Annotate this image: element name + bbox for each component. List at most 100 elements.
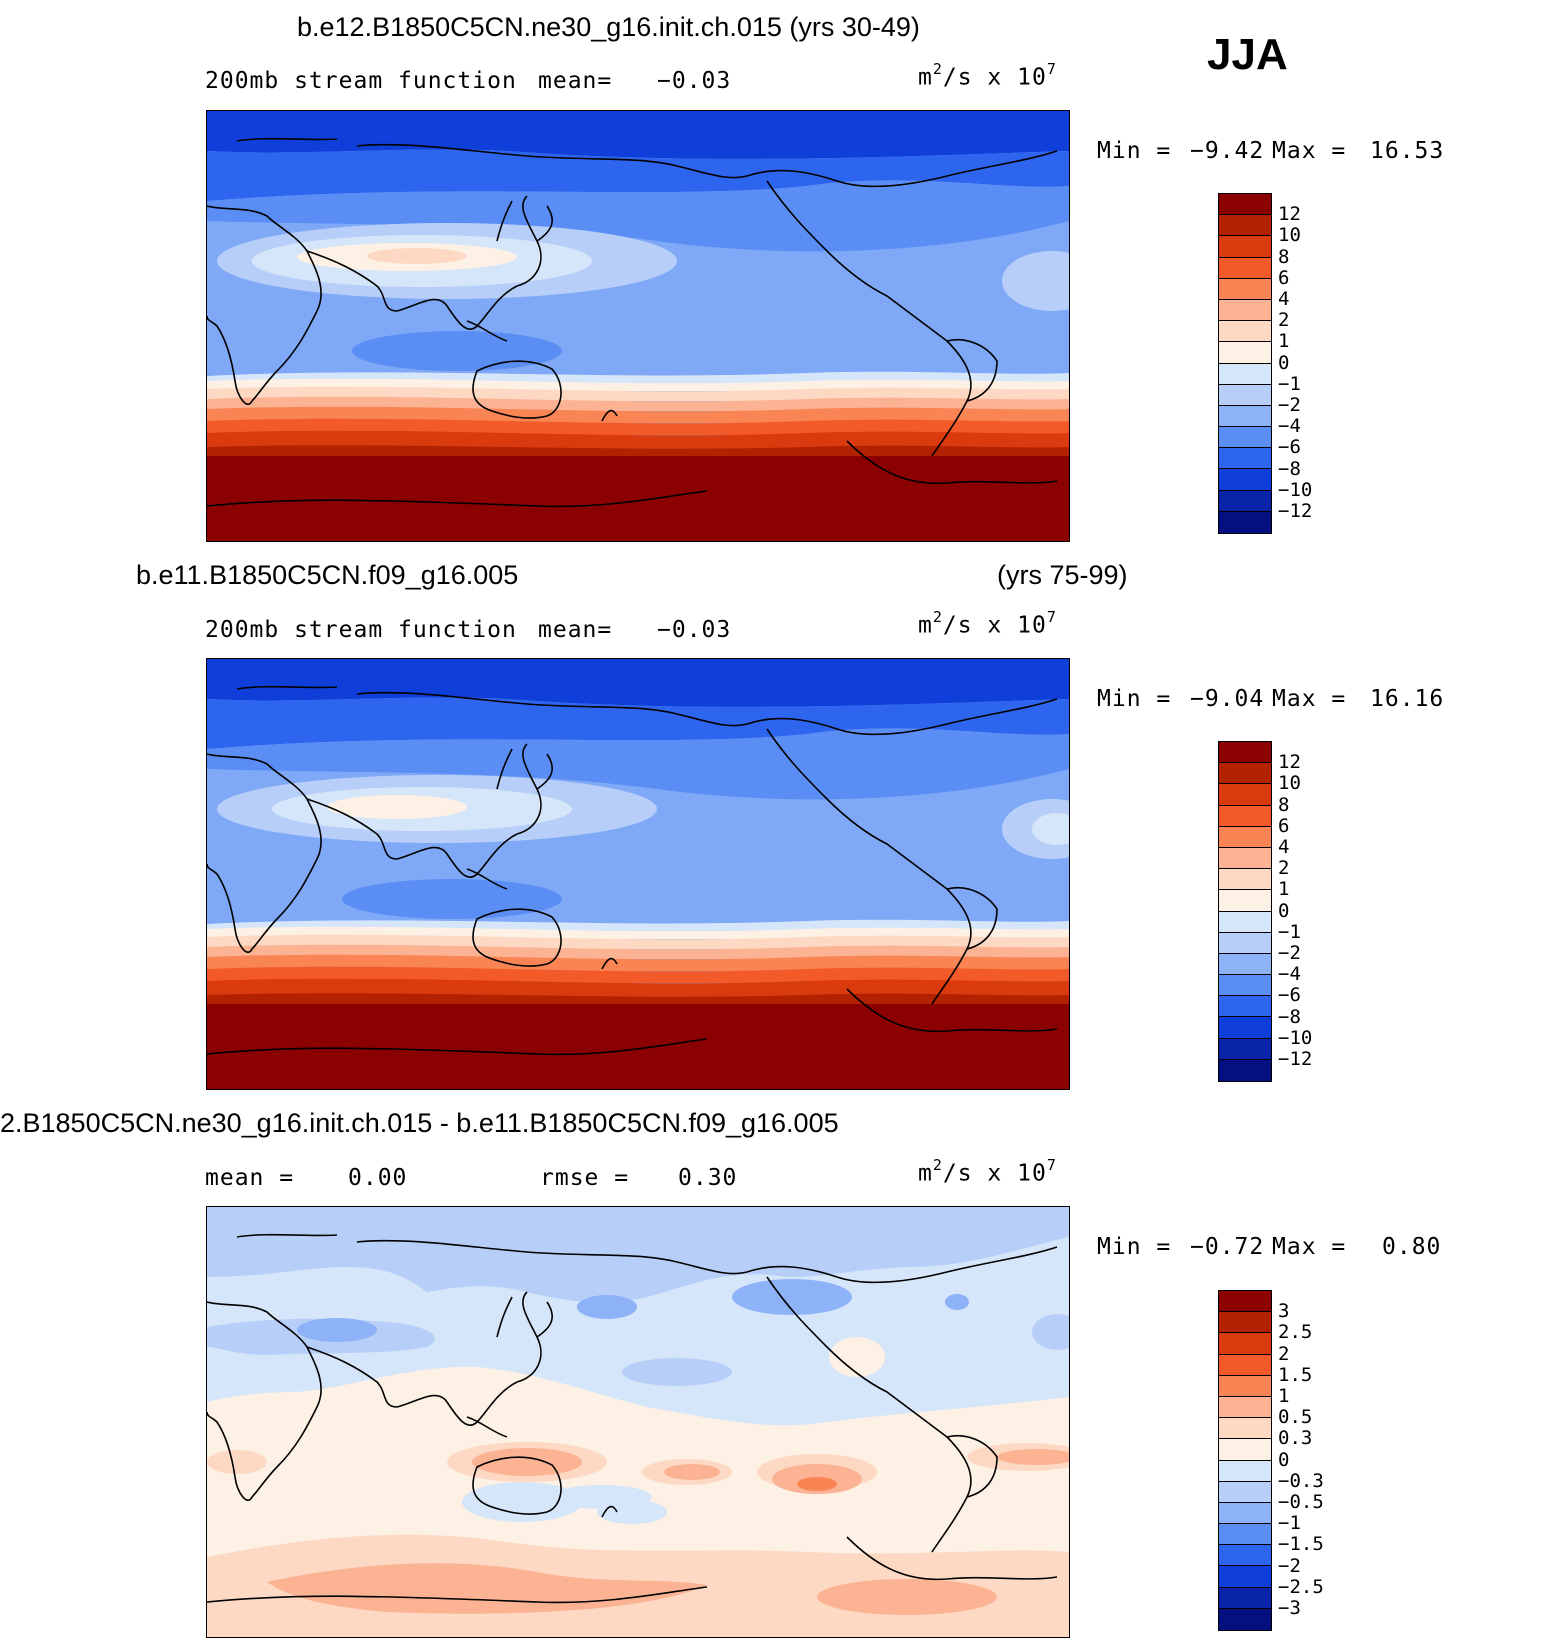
colorbar-swatch bbox=[1219, 1524, 1271, 1546]
panel-2-units: m2/s x 107 bbox=[918, 608, 1057, 639]
colorbar-swatch bbox=[1219, 953, 1271, 976]
colorbar-level-label: −2 bbox=[1278, 394, 1301, 416]
colorbar-swatch bbox=[1219, 1375, 1271, 1397]
colorbar-level-label: 0 bbox=[1278, 899, 1290, 922]
colorbar-level-label: 1 bbox=[1278, 878, 1290, 901]
colorbar-level-label: 3 bbox=[1278, 1300, 1290, 1323]
colorbar-level-label: 2.5 bbox=[1278, 1321, 1313, 1344]
panel-2-mean-value: −0.03 bbox=[657, 617, 732, 643]
panel-2-mean-label: mean= bbox=[538, 617, 613, 643]
panel-1-colorbar bbox=[1218, 193, 1272, 534]
colorbar-level-label: −6 bbox=[1278, 984, 1301, 1007]
panel-1-units: m2/s x 107 bbox=[918, 60, 1057, 91]
panel-1-variable: 200mb stream function bbox=[205, 68, 517, 94]
colorbar-level-label: −12 bbox=[1278, 1048, 1313, 1070]
season-label: JJA bbox=[1207, 30, 1288, 79]
colorbar-level-label: −10 bbox=[1278, 478, 1313, 501]
colorbar-level-label: −0.5 bbox=[1278, 1491, 1324, 1513]
colorbar-level-label: 12 bbox=[1278, 751, 1301, 774]
panel-3-units: m2/s x 107 bbox=[918, 1156, 1057, 1187]
panel-1-min-label: Min = bbox=[1097, 138, 1172, 164]
panel-2-max-label: Max = bbox=[1272, 686, 1347, 712]
panel-3-mean-label: mean = bbox=[205, 1165, 295, 1191]
panel-1-map bbox=[206, 110, 1070, 542]
colorbar-level-label: −4 bbox=[1278, 415, 1301, 438]
colorbar-level-label: −0.3 bbox=[1278, 1469, 1324, 1492]
colorbar-level-label: −1 bbox=[1278, 1512, 1301, 1535]
colorbar-swatch bbox=[1219, 257, 1271, 279]
panel-3-colorbar bbox=[1218, 1290, 1272, 1631]
colorbar-swatch bbox=[1219, 1481, 1271, 1503]
colorbar-swatch bbox=[1219, 742, 1271, 764]
colorbar-swatch bbox=[1219, 1502, 1271, 1525]
colorbar-level-label: 12 bbox=[1278, 203, 1301, 226]
colorbar-level-label: 10 bbox=[1278, 224, 1301, 247]
colorbar-level-label: 0 bbox=[1278, 1448, 1290, 1471]
colorbar-level-label: −1 bbox=[1278, 372, 1301, 395]
colorbar-swatch bbox=[1219, 996, 1271, 1018]
panel-1-min-value: −9.42 bbox=[1190, 138, 1265, 164]
colorbar-swatch bbox=[1219, 215, 1271, 237]
colorbar-level-label: −3 bbox=[1278, 1597, 1301, 1619]
colorbar-level-label: −6 bbox=[1278, 436, 1301, 459]
colorbar-swatch bbox=[1219, 405, 1271, 428]
colorbar-level-label: −1.5 bbox=[1278, 1533, 1324, 1556]
colorbar-swatch bbox=[1219, 1608, 1271, 1630]
colorbar-swatch bbox=[1219, 1545, 1271, 1567]
colorbar-level-label: 0 bbox=[1278, 351, 1290, 374]
panel-2-max-value: 16.16 bbox=[1370, 686, 1445, 712]
colorbar-swatch bbox=[1219, 448, 1271, 470]
colorbar-level-label: 8 bbox=[1278, 245, 1290, 268]
colorbar-swatch bbox=[1219, 194, 1271, 216]
colorbar-swatch bbox=[1219, 805, 1271, 827]
colorbar-level-label: 1 bbox=[1278, 330, 1290, 353]
colorbar-swatch bbox=[1219, 278, 1271, 300]
colorbar-level-label: −8 bbox=[1278, 457, 1301, 480]
colorbar-level-label: −2 bbox=[1278, 1554, 1301, 1577]
colorbar-level-label: 8 bbox=[1278, 793, 1290, 816]
colorbar-swatch bbox=[1219, 826, 1271, 848]
panel-2-title: b.e11.B1850C5CN.f09_g16.005 bbox=[136, 560, 519, 590]
panel-3-rmse-value: 0.30 bbox=[678, 1165, 738, 1191]
panel-2-map bbox=[206, 658, 1070, 1090]
colorbar-swatch bbox=[1219, 384, 1271, 406]
colorbar-swatch bbox=[1219, 342, 1271, 364]
colorbar-level-label: −2.5 bbox=[1278, 1575, 1324, 1598]
colorbar-swatch bbox=[1219, 1354, 1271, 1376]
colorbar-swatch bbox=[1219, 1059, 1271, 1081]
colorbar-level-label: −8 bbox=[1278, 1005, 1301, 1028]
colorbar-swatch bbox=[1219, 236, 1271, 258]
colorbar-swatch bbox=[1219, 1312, 1271, 1334]
colorbar-swatch bbox=[1219, 363, 1271, 385]
colorbar-swatch bbox=[1219, 1038, 1271, 1060]
panel-2-min-value: −9.04 bbox=[1190, 686, 1265, 712]
colorbar-level-label: 1 bbox=[1278, 1385, 1290, 1407]
colorbar-level-label: −1 bbox=[1278, 920, 1301, 943]
colorbar-level-label: 6 bbox=[1278, 814, 1290, 837]
panel-3-min-label: Min = bbox=[1097, 1234, 1172, 1260]
colorbar-level-label: −4 bbox=[1278, 963, 1301, 986]
colorbar-level-label: 2 bbox=[1278, 309, 1290, 332]
colorbar-swatch bbox=[1219, 847, 1271, 870]
colorbar-level-label: −12 bbox=[1278, 500, 1313, 522]
panel-3-map bbox=[206, 1206, 1070, 1638]
panel-1-mean-label: mean= bbox=[538, 68, 613, 94]
colorbar-swatch bbox=[1219, 427, 1271, 449]
panel-3-max-value: 0.80 bbox=[1382, 1234, 1442, 1260]
colorbar-swatch bbox=[1219, 869, 1271, 891]
colorbar-level-label: 2 bbox=[1278, 857, 1290, 880]
colorbar-swatch bbox=[1219, 1017, 1271, 1039]
colorbar-swatch bbox=[1219, 299, 1271, 322]
panel-2-min-label: Min = bbox=[1097, 686, 1172, 712]
colorbar-level-label: 0.5 bbox=[1278, 1406, 1313, 1429]
colorbar-swatch bbox=[1219, 1291, 1271, 1313]
colorbar-level-label: −10 bbox=[1278, 1026, 1313, 1049]
colorbar-swatch bbox=[1219, 1439, 1271, 1461]
panel-1-max-label: Max = bbox=[1272, 138, 1347, 164]
colorbar-swatch bbox=[1219, 932, 1271, 954]
panel-1-mean-value: −0.03 bbox=[657, 68, 732, 94]
colorbar-swatch bbox=[1219, 1333, 1271, 1355]
colorbar-swatch bbox=[1219, 784, 1271, 806]
panel-2-contour-plot bbox=[207, 659, 1069, 1089]
panel-3-title: 2.B1850C5CN.ne30_g16.init.ch.015 - b.e11… bbox=[0, 1108, 839, 1138]
